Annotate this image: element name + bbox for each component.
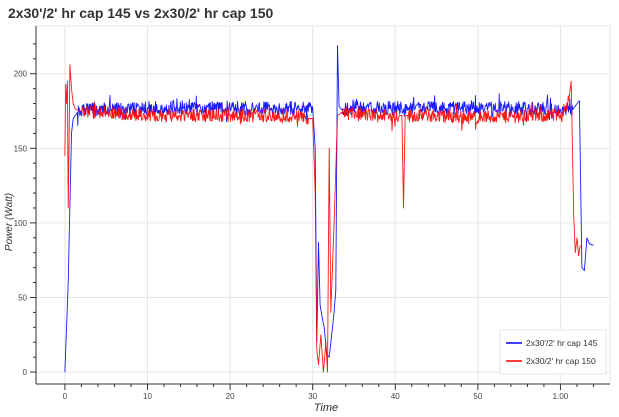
y-axis-ticks: 0 50 100 150 200	[14, 43, 36, 377]
x-tick-label-2: 20	[226, 392, 235, 401]
series-lines	[64, 44, 594, 373]
legend-entry-1: 2x30/2' hr cap 150	[526, 356, 596, 366]
x-tick-label-0: 0	[63, 392, 68, 401]
y-axis-label: Power (Watt)	[4, 193, 15, 251]
series-line-1	[64, 64, 581, 373]
x-tick-label-4: 40	[391, 392, 400, 401]
x-tick-label-3: 30	[308, 392, 317, 401]
x-axis-label: Time	[314, 402, 338, 414]
legend: 2x30'/2' hr cap 145 2x30/2' hr cap 150	[499, 329, 607, 375]
x-axis-ticks: 0 10 20 30 40 50 1:00	[63, 384, 594, 401]
plot-background	[35, 25, 611, 385]
y-tick-label-0: 0	[23, 368, 28, 377]
y-tick-label-1: 50	[18, 293, 27, 302]
x-tick-label-6: 1:00	[553, 392, 569, 401]
x-tick-label-1: 10	[143, 392, 152, 401]
chart-title: 2x30'/2' hr cap 145 vs 2x30/2' hr cap 15…	[8, 5, 274, 21]
plot-frame	[35, 25, 611, 385]
y-tick-label-4: 200	[14, 70, 28, 79]
legend-box	[499, 329, 607, 375]
x-tick-label-5: 50	[473, 392, 482, 401]
legend-entry-0: 2x30'/2' hr cap 145	[526, 338, 598, 348]
y-tick-label-2: 100	[14, 219, 28, 228]
y-tick-label-3: 150	[14, 144, 28, 153]
axes	[35, 26, 610, 385]
